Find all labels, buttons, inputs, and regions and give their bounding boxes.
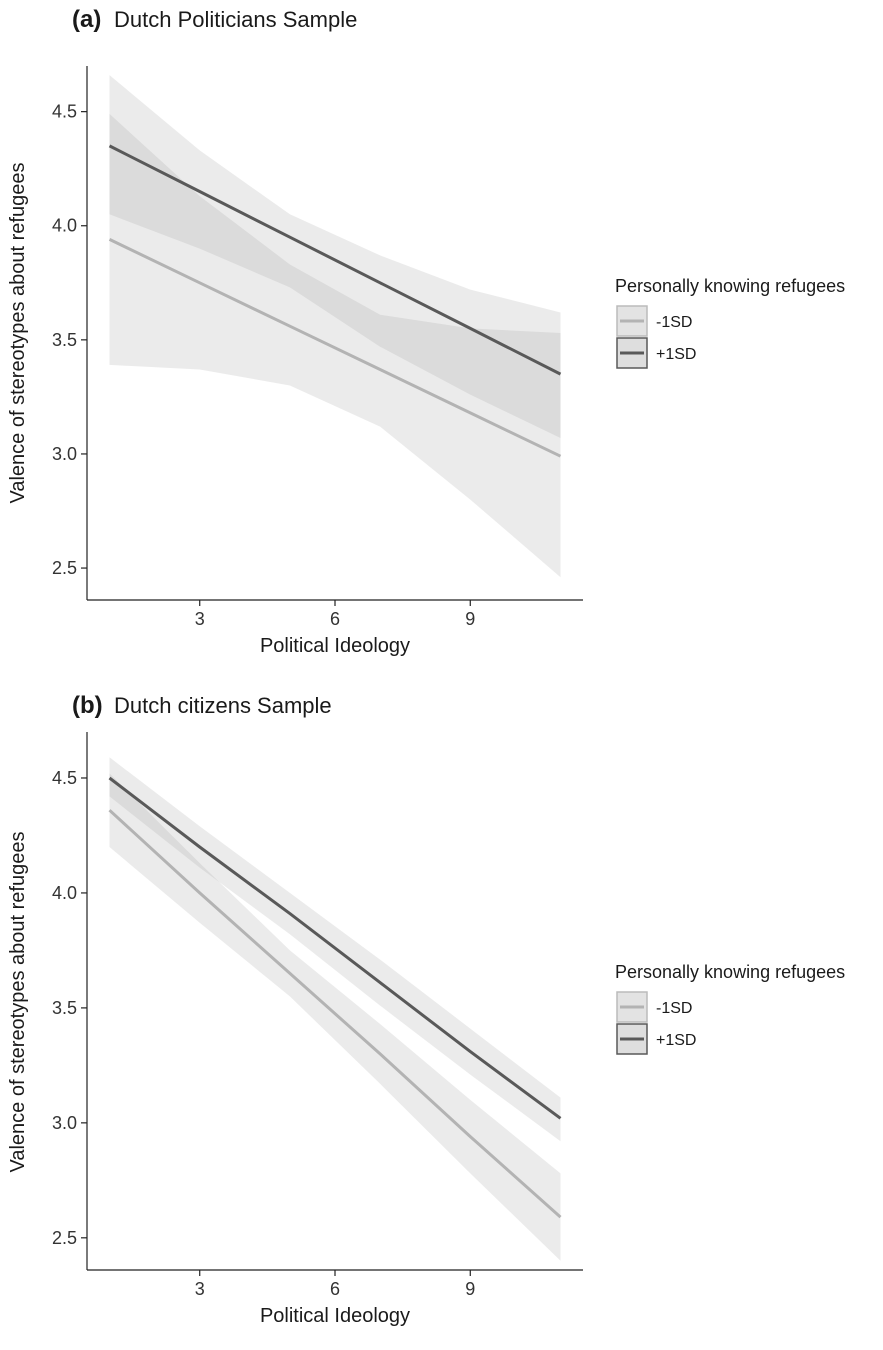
panel-b-label: (b): [72, 692, 103, 719]
panel-b-legend: Personally knowing refugees -1SD +1SD: [615, 962, 845, 1055]
panel-b-confidence-bands: [109, 757, 561, 1261]
panel-a-label: (a): [72, 6, 101, 33]
panel-b: (b) Dutch citizens Sample 2.5 3.0 3.5 4.0 4.…: [7, 692, 845, 1327]
panel-b-band-minus1sd: [109, 773, 561, 1261]
panel-a-y-tick-label: 4.0: [52, 216, 77, 236]
panel-a-legend: Personally knowing refugees -1SD +1SD: [615, 276, 845, 369]
panel-b-y-tick-label: 2.5: [52, 1228, 77, 1248]
panel-b-x-tick-label: 3: [195, 1279, 205, 1299]
panel-a-y-tick-label: 3.0: [52, 444, 77, 464]
panel-a-band-minus1sd: [109, 113, 561, 578]
panel-b-legend-title: Personally knowing refugees: [615, 962, 845, 982]
panel-b-x-axis-title: Political Ideology: [260, 1305, 410, 1327]
panel-a-x-tick-label: 9: [465, 609, 475, 629]
panel-a-x-axis-title: Political Ideology: [260, 635, 410, 657]
panel-b-y-ticks: 2.5 3.0 3.5 4.0 4.5: [52, 768, 87, 1248]
panel-a-series-lines: [108, 144, 562, 458]
panel-a-confidence-bands: [109, 75, 561, 578]
panel-a-y-ticks: 2.5 3.0 3.5 4.0 4.5: [52, 102, 87, 578]
panel-b-line-minus1sd: [108, 809, 562, 1219]
panel-a-y-tick-label: 4.5: [52, 102, 77, 122]
panel-b-x-ticks: 3 6 9: [195, 1270, 475, 1299]
panel-b-y-tick-label: 3.5: [52, 998, 77, 1018]
panel-a-legend-label-minus1sd: -1SD: [656, 314, 692, 331]
panel-b-legend-label-plus1sd: +1SD: [656, 1032, 696, 1049]
panel-a-legend-title: Personally knowing refugees: [615, 276, 845, 296]
panel-a-line-plus1sd: [108, 144, 562, 376]
panel-a-x-tick-label: 6: [330, 609, 340, 629]
panel-a-x-ticks: 3 6 9: [195, 600, 475, 629]
panel-a-x-tick-label: 3: [195, 609, 205, 629]
panel-a: (a) Dutch Politicians Sample 2.5 3.0 3.5 4.…: [7, 6, 845, 657]
panel-b-line-plus1sd: [108, 776, 562, 1120]
panel-b-title: Dutch citizens Sample: [114, 693, 332, 718]
panel-a-y-axis-title: Valence of stereotypes about refugees: [7, 163, 29, 504]
panel-a-legend-label-plus1sd: +1SD: [656, 346, 696, 363]
panel-b-y-tick-label: 3.0: [52, 1113, 77, 1133]
panel-b-y-tick-label: 4.0: [52, 883, 77, 903]
panel-b-legend-label-minus1sd: -1SD: [656, 1000, 692, 1017]
panel-a-y-tick-label: 3.5: [52, 330, 77, 350]
panel-b-x-tick-label: 6: [330, 1279, 340, 1299]
panel-b-y-tick-label: 4.5: [52, 768, 77, 788]
panel-b-y-axis-title: Valence of stereotypes about refugees: [7, 832, 29, 1173]
panel-a-y-tick-label: 2.5: [52, 558, 77, 578]
panel-a-band-plus1sd: [109, 75, 561, 438]
panel-a-line-minus1sd: [108, 238, 562, 458]
panel-b-series-lines: [108, 776, 562, 1219]
panel-b-x-tick-label: 9: [465, 1279, 475, 1299]
panel-a-title: Dutch Politicians Sample: [114, 7, 357, 32]
